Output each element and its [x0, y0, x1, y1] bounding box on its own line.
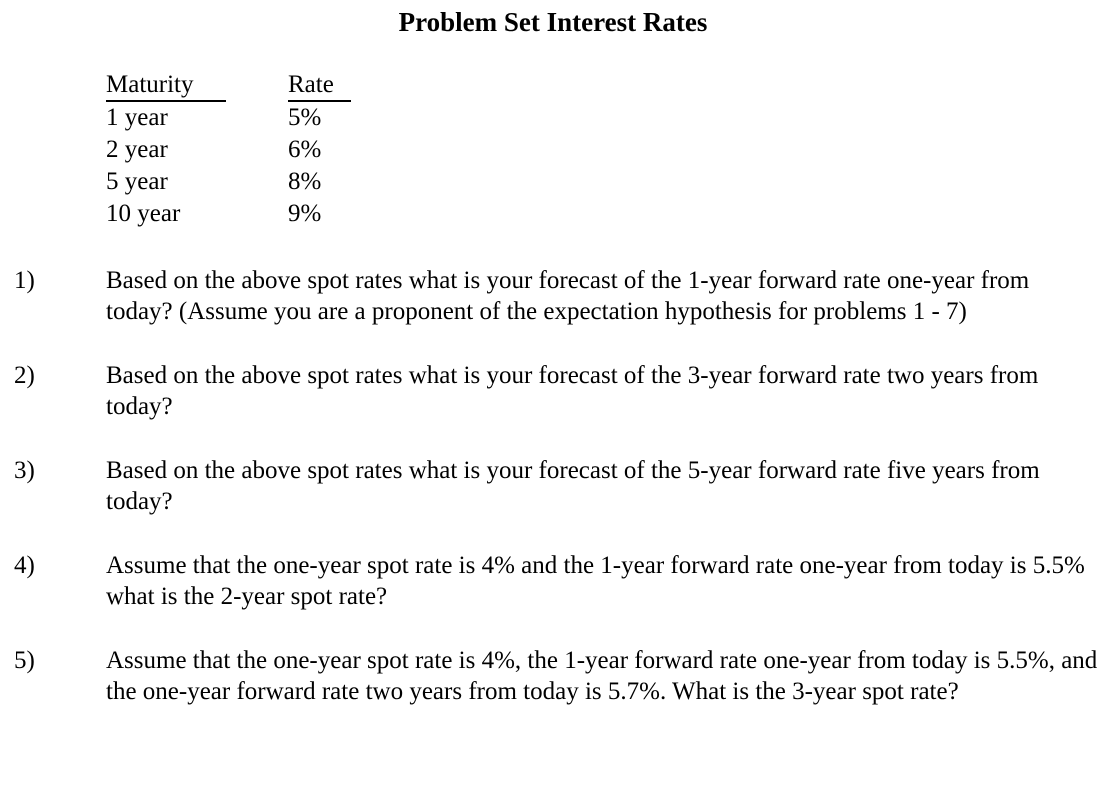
table-row: 5 year 8%: [106, 166, 1106, 198]
rate-value: 8%: [288, 168, 322, 195]
maturity-value: 10 year: [106, 200, 181, 227]
problem-text: Based on the above spot rates what is yo…: [106, 362, 1039, 420]
problem-item-2: 2) Based on the above spot rates what is…: [0, 360, 1106, 422]
problem-item-3: 3) Based on the above spot rates what is…: [0, 455, 1106, 517]
maturity-value: 5 year: [106, 168, 168, 195]
problem-item-4: 4) Assume that the one-year spot rate is…: [0, 550, 1106, 612]
table-row: 2 year 6%: [106, 134, 1106, 166]
rate-value: 6%: [288, 136, 322, 163]
problem-text: Based on the above spot rates what is yo…: [106, 457, 1040, 515]
problem-number: 4): [14, 552, 35, 579]
problem-item-1: 1) Based on the above spot rates what is…: [0, 265, 1106, 327]
problem-text: Based on the above spot rates what is yo…: [106, 267, 1030, 325]
problem-list: 1) Based on the above spot rates what is…: [0, 265, 1106, 707]
page-title: Problem Set Interest Rates: [398, 7, 708, 37]
rate-value: 9%: [288, 200, 322, 227]
problem-item-5: 5) Assume that the one-year spot rate is…: [0, 645, 1106, 707]
table-header-cell-rate: Rate: [288, 69, 351, 102]
problem-number: 2): [14, 362, 35, 389]
problem-text: Assume that the one-year spot rate is 4%…: [106, 647, 1098, 705]
maturity-value: 1 year: [106, 104, 168, 131]
problem-number: 3): [14, 457, 35, 484]
column-header-maturity: Maturity: [106, 70, 226, 102]
table-header-row: Maturity Rate: [106, 69, 1106, 102]
problem-number: 1): [14, 267, 35, 294]
table-row: 1 year 5%: [106, 102, 1106, 134]
column-header-rate: Rate: [288, 70, 351, 102]
table-header-cell-maturity: Maturity: [106, 69, 288, 102]
problem-text: Assume that the one-year spot rate is 4%…: [106, 552, 1085, 610]
rate-value: 5%: [288, 104, 322, 131]
problem-number: 5): [14, 647, 35, 674]
maturity-value: 2 year: [106, 136, 168, 163]
interest-rates-table: Maturity Rate 1 year 5% 2 year 6% 5 year…: [106, 69, 1106, 230]
table-row: 10 year 9%: [106, 198, 1106, 230]
